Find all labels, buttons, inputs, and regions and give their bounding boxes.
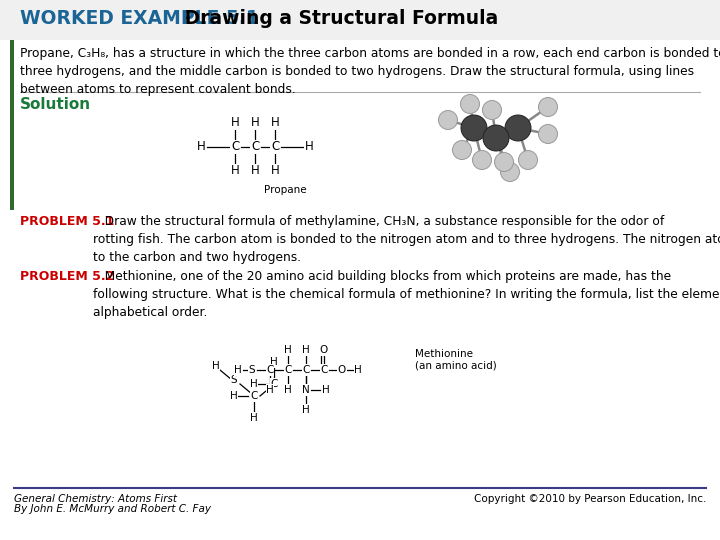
Circle shape bbox=[505, 115, 531, 141]
Text: C: C bbox=[231, 140, 239, 153]
Circle shape bbox=[482, 100, 502, 119]
Circle shape bbox=[461, 115, 487, 141]
Text: Solution: Solution bbox=[20, 97, 91, 112]
Text: PROBLEM 5.1: PROBLEM 5.1 bbox=[20, 215, 114, 228]
Text: H: H bbox=[234, 365, 242, 375]
Text: H: H bbox=[302, 345, 310, 355]
Circle shape bbox=[539, 125, 557, 144]
Text: C: C bbox=[320, 365, 328, 375]
Text: H: H bbox=[230, 165, 239, 178]
Text: C: C bbox=[251, 140, 259, 153]
Text: H: H bbox=[266, 385, 274, 395]
Text: H: H bbox=[271, 165, 279, 178]
Text: O: O bbox=[320, 345, 328, 355]
Text: H: H bbox=[197, 140, 205, 153]
Text: Propane, C₃H₈, has a structure in which the three carbon atoms are bonded in a r: Propane, C₃H₈, has a structure in which … bbox=[20, 47, 720, 96]
Text: C: C bbox=[270, 379, 278, 389]
Circle shape bbox=[461, 94, 480, 113]
Circle shape bbox=[452, 140, 472, 159]
Text: Methionine
(an amino acid): Methionine (an amino acid) bbox=[415, 349, 497, 371]
Text: C: C bbox=[251, 391, 258, 401]
Text: C: C bbox=[266, 365, 274, 375]
Text: Draw the structural formula of methylamine, CH₃N, a substance responsible for th: Draw the structural formula of methylami… bbox=[93, 215, 720, 264]
Text: H: H bbox=[212, 361, 220, 371]
Text: WORKED EXAMPLE 5.1: WORKED EXAMPLE 5.1 bbox=[20, 10, 258, 29]
Text: Copyright ©2010 by Pearson Education, Inc.: Copyright ©2010 by Pearson Education, In… bbox=[474, 494, 706, 504]
Text: C: C bbox=[271, 140, 279, 153]
Circle shape bbox=[500, 163, 520, 181]
Circle shape bbox=[472, 151, 492, 170]
Text: H: H bbox=[302, 385, 310, 395]
FancyBboxPatch shape bbox=[10, 22, 14, 210]
Circle shape bbox=[438, 111, 457, 130]
Text: C: C bbox=[284, 365, 292, 375]
Text: General Chemistry: Atoms First: General Chemistry: Atoms First bbox=[14, 494, 177, 504]
Text: H: H bbox=[284, 385, 292, 395]
Circle shape bbox=[518, 151, 538, 170]
Circle shape bbox=[495, 152, 513, 172]
Text: H: H bbox=[230, 117, 239, 130]
Text: C: C bbox=[302, 365, 310, 375]
Text: H: H bbox=[250, 379, 258, 389]
Text: S: S bbox=[248, 365, 256, 375]
Text: H: H bbox=[271, 117, 279, 130]
Text: By John E. McMurry and Robert C. Fay: By John E. McMurry and Robert C. Fay bbox=[14, 504, 211, 514]
Text: H: H bbox=[230, 391, 238, 401]
Text: H: H bbox=[302, 405, 310, 415]
Text: H: H bbox=[270, 357, 278, 367]
Text: PROBLEM 5.2: PROBLEM 5.2 bbox=[20, 270, 114, 283]
Text: Propane: Propane bbox=[264, 185, 306, 195]
Text: Methionine, one of the 20 amino acid building blocks from which proteins are mad: Methionine, one of the 20 amino acid bui… bbox=[93, 270, 720, 319]
Text: H: H bbox=[251, 165, 259, 178]
Text: H: H bbox=[305, 140, 313, 153]
Text: O: O bbox=[338, 365, 346, 375]
Circle shape bbox=[483, 125, 509, 151]
Text: H: H bbox=[251, 117, 259, 130]
Text: H: H bbox=[322, 385, 330, 395]
FancyBboxPatch shape bbox=[0, 0, 720, 40]
Text: S: S bbox=[230, 375, 238, 385]
Text: N: N bbox=[302, 385, 310, 395]
Text: H: H bbox=[354, 365, 362, 375]
Text: H: H bbox=[284, 345, 292, 355]
Text: H: H bbox=[250, 413, 258, 423]
Text: Drawing a Structural Formula: Drawing a Structural Formula bbox=[178, 10, 498, 29]
Circle shape bbox=[539, 98, 557, 117]
